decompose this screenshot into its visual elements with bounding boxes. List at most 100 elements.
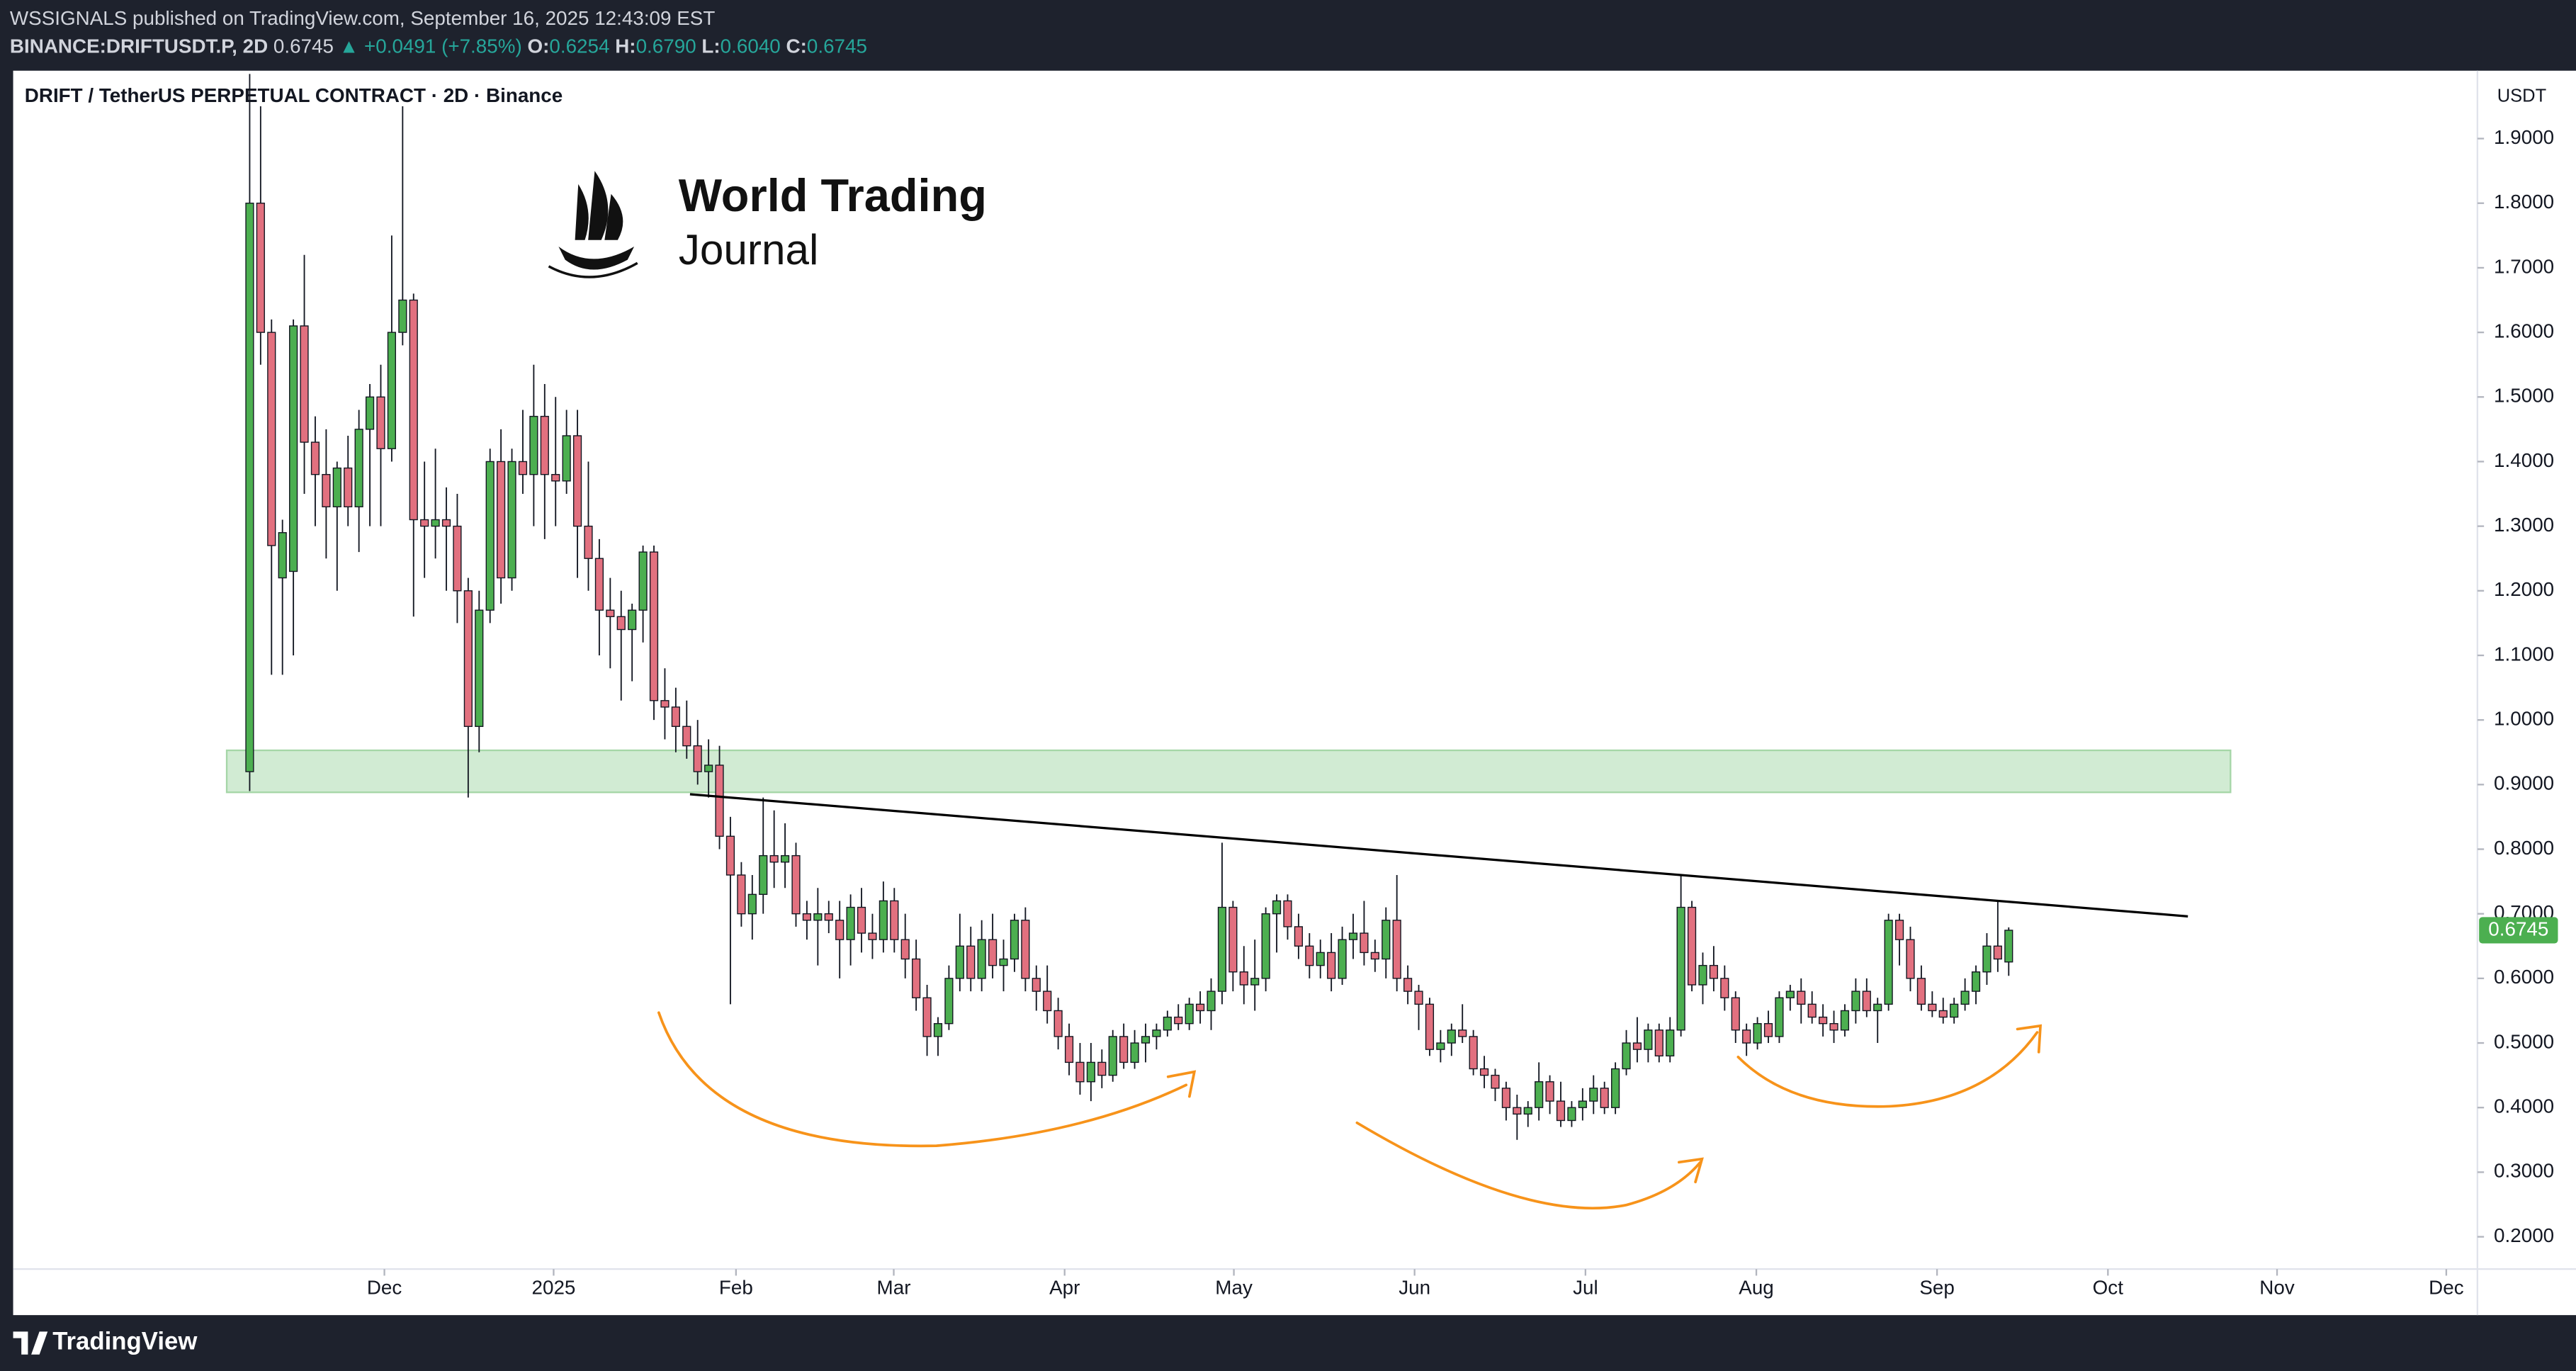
candle-body [1535,1081,1544,1108]
candle-body [791,854,801,915]
candle-body [300,325,309,443]
ohlc-value: 0.6745 [807,35,867,57]
curve [657,1011,1188,1148]
x-tick-label: Dec [367,1276,402,1298]
x-tick-label: May [1215,1276,1253,1298]
candle-body [606,609,615,617]
candle-body [1928,1003,1937,1012]
candle-body [453,525,462,592]
x-tick-label: Apr [1049,1276,1080,1298]
candle-body [1217,906,1227,992]
publisher: WSSIGNALS published on TradingView.com, … [10,7,715,29]
candle-body [1370,952,1379,960]
candle-body [1556,1100,1566,1122]
candle-body [857,906,866,934]
candle-body [1174,1016,1183,1025]
y-tick-label: 1.6000 [2494,320,2554,342]
candle-body [376,396,385,449]
candle-body [616,616,626,631]
candle-body [682,726,691,747]
candle-body [1185,1003,1194,1025]
candle-body [944,978,954,1025]
y-tick-label: 0.9000 [2494,772,2554,794]
candle-body [1687,906,1697,986]
candle-body [1305,945,1314,966]
candle-body [1196,1003,1205,1012]
candle-body [497,461,506,579]
plot: 0.20000.30000.40000.50000.60000.70000.80… [225,74,2558,1298]
candle-body [747,893,757,915]
candle-body [1676,906,1685,1031]
candle-body [289,325,298,572]
price-badge [2479,917,2558,944]
candle-body [1207,991,1216,1012]
candle-body [966,945,976,979]
candle-body [737,874,746,915]
candle-body [715,765,724,837]
candle-body [1993,945,2002,960]
candle-body [463,590,473,727]
symbol: BINANCE:DRIFTUSDT.P, 2D [10,35,268,57]
candle-body [245,203,254,772]
candle-body [278,532,287,579]
candle-body [1600,1088,1609,1108]
candle-body [1797,991,1806,1005]
candle-body [594,558,604,611]
candle-body [1250,978,1260,986]
y-tick-label: 1.2000 [2494,578,2554,600]
candle-body [1130,1042,1139,1063]
candle-body [693,745,702,772]
brand-logo: World Trading Journal [548,169,987,278]
chart-panel [13,70,2576,1316]
ohlc-value: 0.6254 [549,35,609,57]
y-tick-label: 0.5000 [2494,1030,2554,1052]
candle-body [420,519,429,527]
candle-body [1742,1029,1751,1044]
candle-body [332,467,341,507]
candle-body [1348,932,1358,940]
y-axis-label: USDT [2497,86,2546,106]
candle-body [562,435,571,482]
candle-body [1239,971,1248,986]
candle-body [1763,1022,1773,1037]
candle-body [638,551,648,611]
x-tick-label: Jun [1399,1276,1430,1298]
candle-body [354,429,363,507]
footer-logo[interactable]: TradingView [13,1328,198,1355]
candle-body [1960,991,1970,1005]
y-tick-label: 0.6000 [2494,966,2554,988]
candle-body [365,396,375,430]
candle-body [1283,900,1292,927]
candle-body [1447,1029,1456,1044]
candle-body [802,913,812,921]
candle-body [780,854,790,863]
price-badge-label: 0.6745 [2488,918,2548,940]
y-tick-label: 1.7000 [2494,255,2554,277]
candle-body [1163,1016,1172,1031]
candle-body [1436,1042,1445,1050]
candle-body [1622,1042,1631,1070]
candle-body [1032,978,1041,992]
candle-body [1479,1068,1489,1076]
candle-body [1272,900,1282,915]
support-zone [225,749,2232,794]
candle-body [846,906,855,940]
y-tick-label: 0.8000 [2494,837,2554,859]
candle-body [1327,952,1336,979]
candle-body [1709,964,1718,979]
candle-body [955,945,964,979]
candle-body [1523,1107,1532,1115]
candle-body [890,900,899,940]
candle-body [1097,1061,1107,1076]
candle-body [1108,1036,1117,1076]
ship-sails [575,171,623,240]
footer-brand: TradingView [52,1328,198,1355]
candle-body [977,939,986,979]
ohlc-label: O: [527,35,549,57]
y-tick-label: 1.4000 [2494,449,2554,471]
ohlc-label: H: [615,35,635,57]
candle-body [1338,939,1347,979]
brand-line1: World Trading [679,169,987,221]
y-tick-label: 0.3000 [2494,1160,2554,1182]
y-tick-label: 0.2000 [2494,1224,2554,1246]
